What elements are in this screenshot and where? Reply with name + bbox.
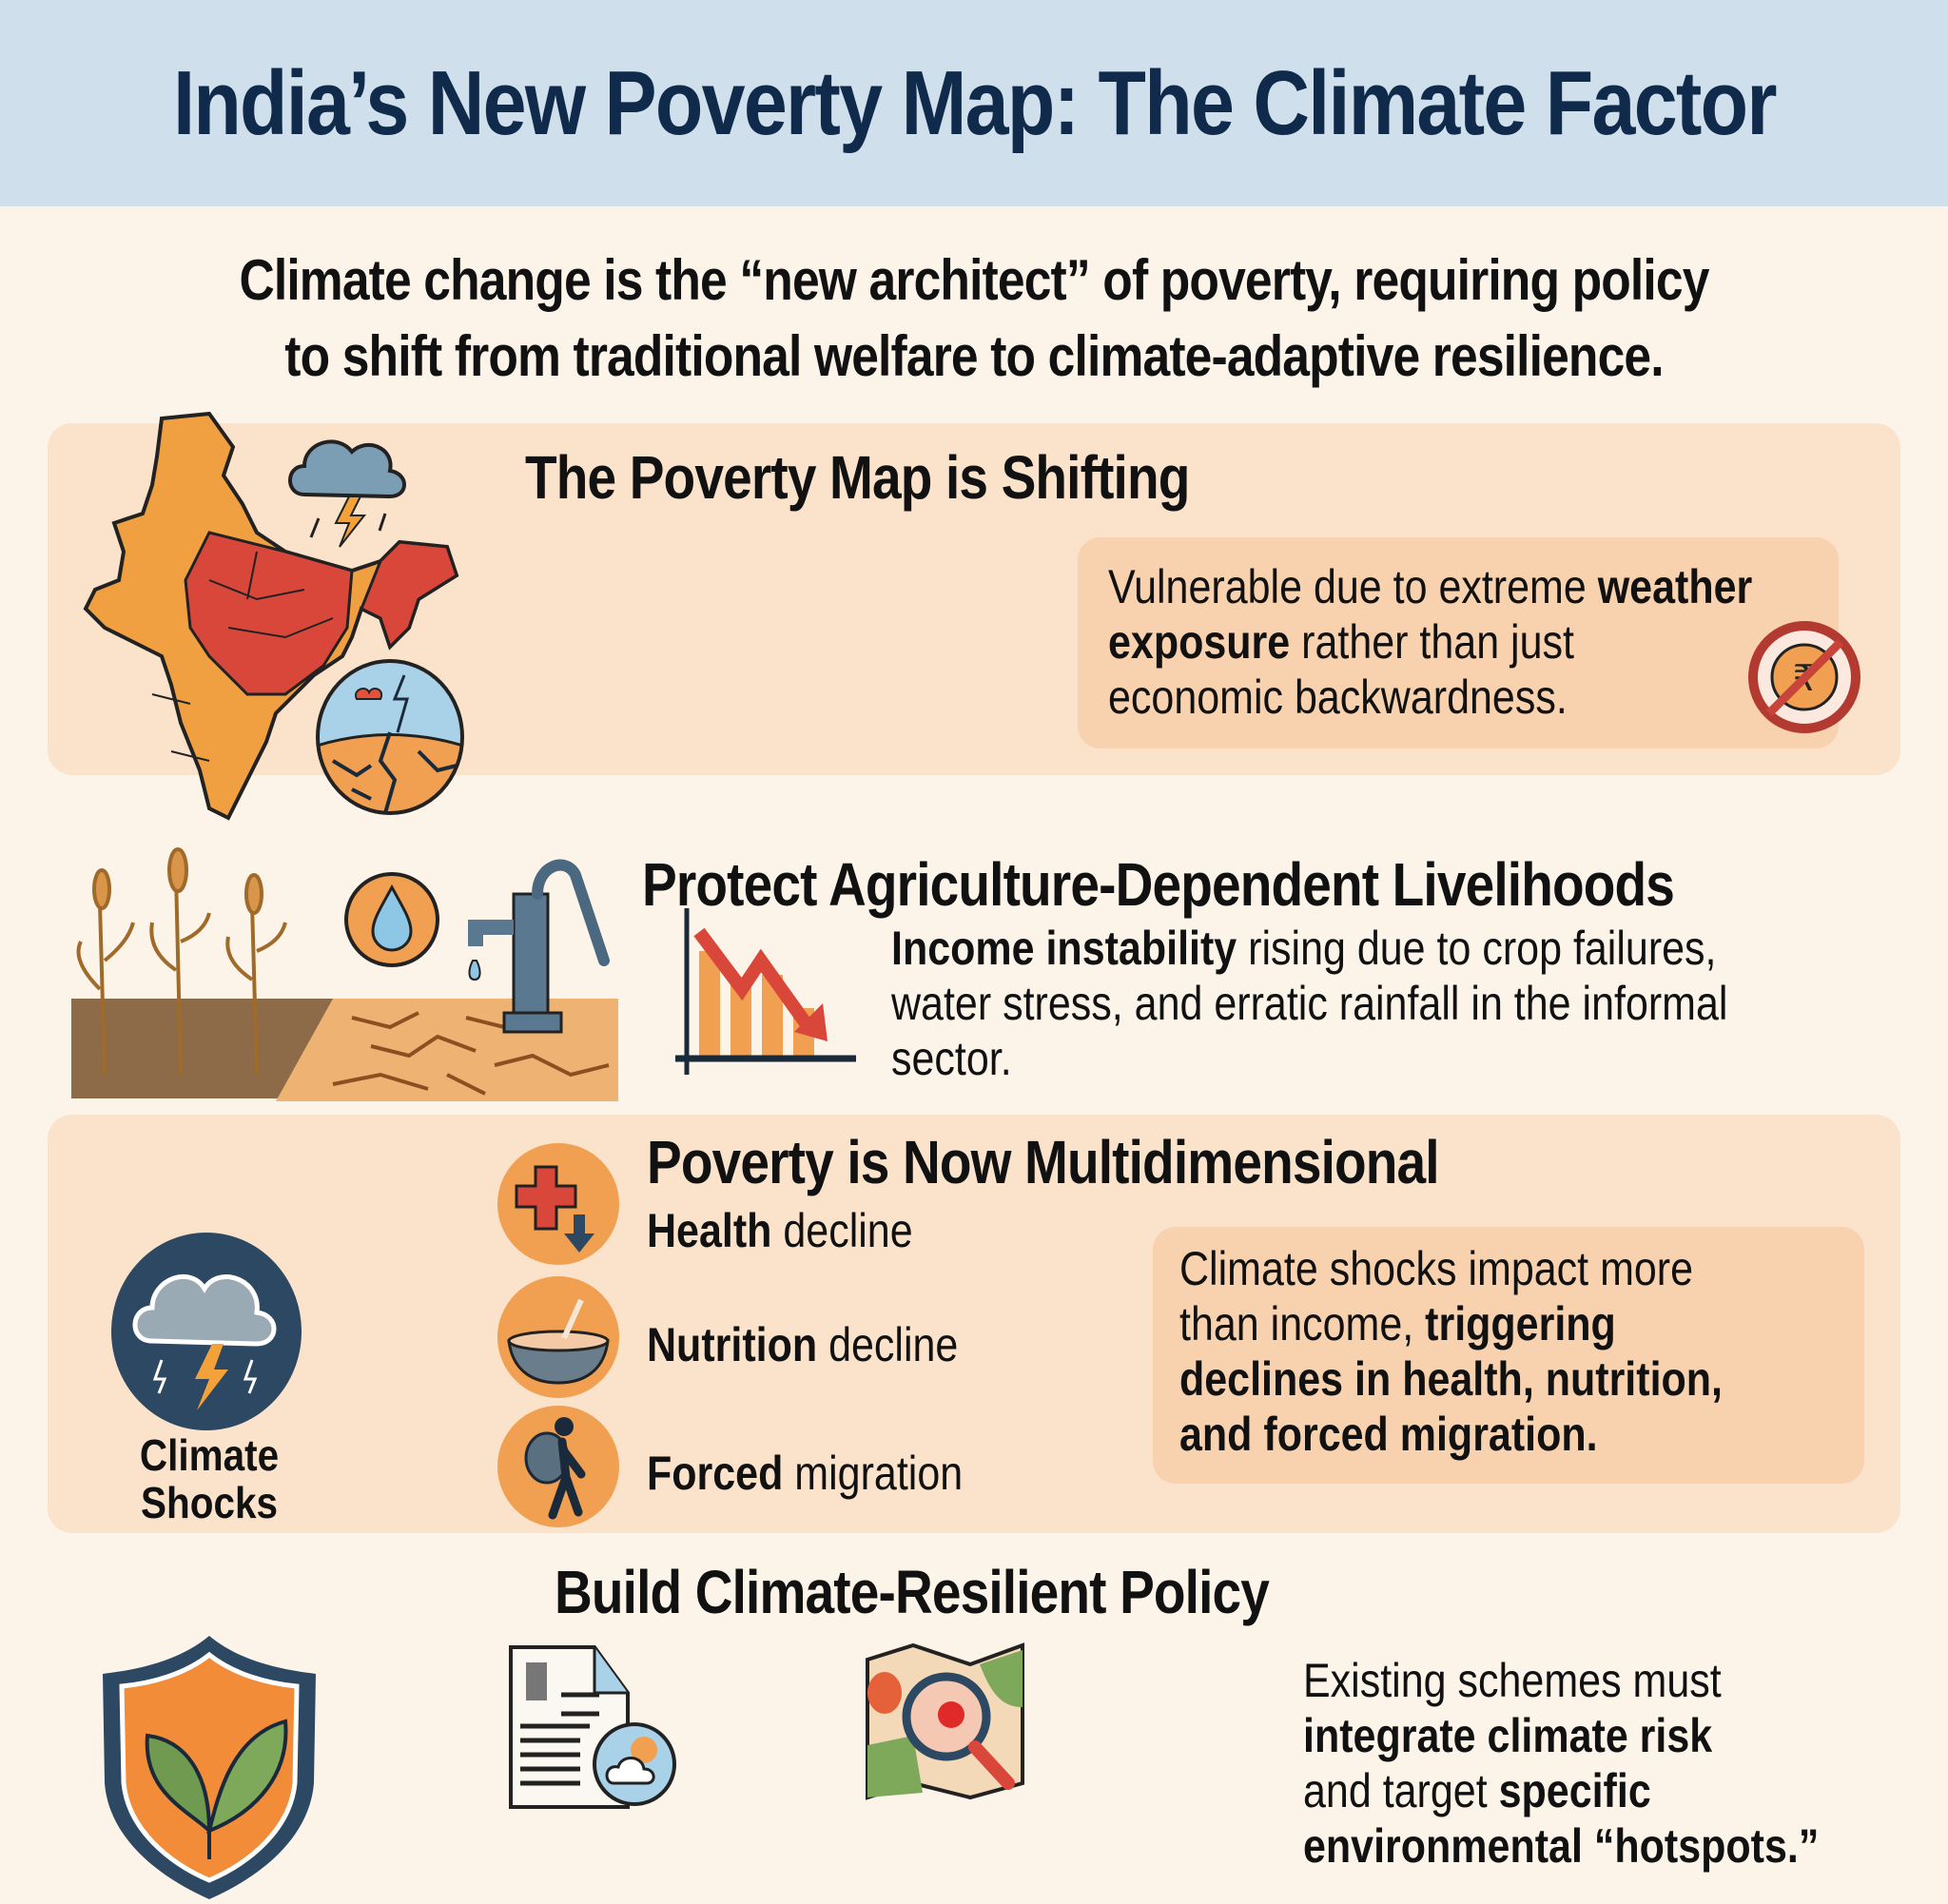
multidimensional-callout-text: Climate shocks impact more than income, …: [1179, 1242, 1723, 1461]
health-decline-label: Health decline: [647, 1204, 913, 1257]
declining-chart-icon: [675, 908, 856, 1075]
health-decline-icon: [497, 1143, 619, 1265]
policy-text: Existing schemes must integrate climate …: [1303, 1654, 1820, 1873]
storm-cloud-icon: [288, 439, 406, 548]
agriculture-text: Income instability rising due to crop fa…: [891, 922, 1728, 1085]
no-rupee-icon: ₹: [1748, 621, 1860, 733]
policy-title: Build Climate-Resilient Policy: [555, 1558, 1270, 1626]
water-drop-icon: [344, 872, 439, 967]
poverty-map-callout: [1078, 537, 1839, 748]
migrant-icon: [497, 1406, 619, 1527]
shield-leaf-icon: [103, 1636, 316, 1899]
india-map-icon: [83, 411, 459, 821]
climate-shocks-label: Climate Shocks: [139, 1430, 280, 1527]
poverty-map-title: The Poverty Map is Shifting: [525, 443, 1190, 512]
hotspot-map-icon: [866, 1642, 1024, 1800]
climate-shocks-icon: [111, 1233, 302, 1430]
subtitle-line-1: Climate change is the “new architect” of…: [239, 248, 1709, 312]
food-bowl-icon: [497, 1276, 619, 1398]
page-title: India’s New Poverty Map: The Climate Fac…: [172, 51, 1777, 154]
forced-migration-label: Forced migration: [647, 1447, 964, 1500]
subtitle-line-2: to shift from traditional welfare to cli…: [284, 324, 1664, 388]
multidimensional-title: Poverty is Now Multidimensional: [647, 1128, 1440, 1196]
nutrition-decline-label: Nutrition decline: [647, 1318, 959, 1371]
agriculture-title: Protect Agriculture-Dependent Livelihood…: [642, 850, 1675, 919]
multidimensional-callout: [1153, 1227, 1864, 1484]
subtitle: Climate change is the “new architect” of…: [38, 243, 1910, 395]
drought-cracked-earth-icon: [316, 659, 464, 815]
hand-pump-icon: [468, 859, 610, 1034]
policy-document-icon: [509, 1645, 676, 1809]
poverty-map-callout-text: Vulnerable due to extreme weather exposu…: [1108, 560, 1753, 724]
header-banner: India’s New Poverty Map: The Climate Fac…: [0, 0, 1948, 206]
